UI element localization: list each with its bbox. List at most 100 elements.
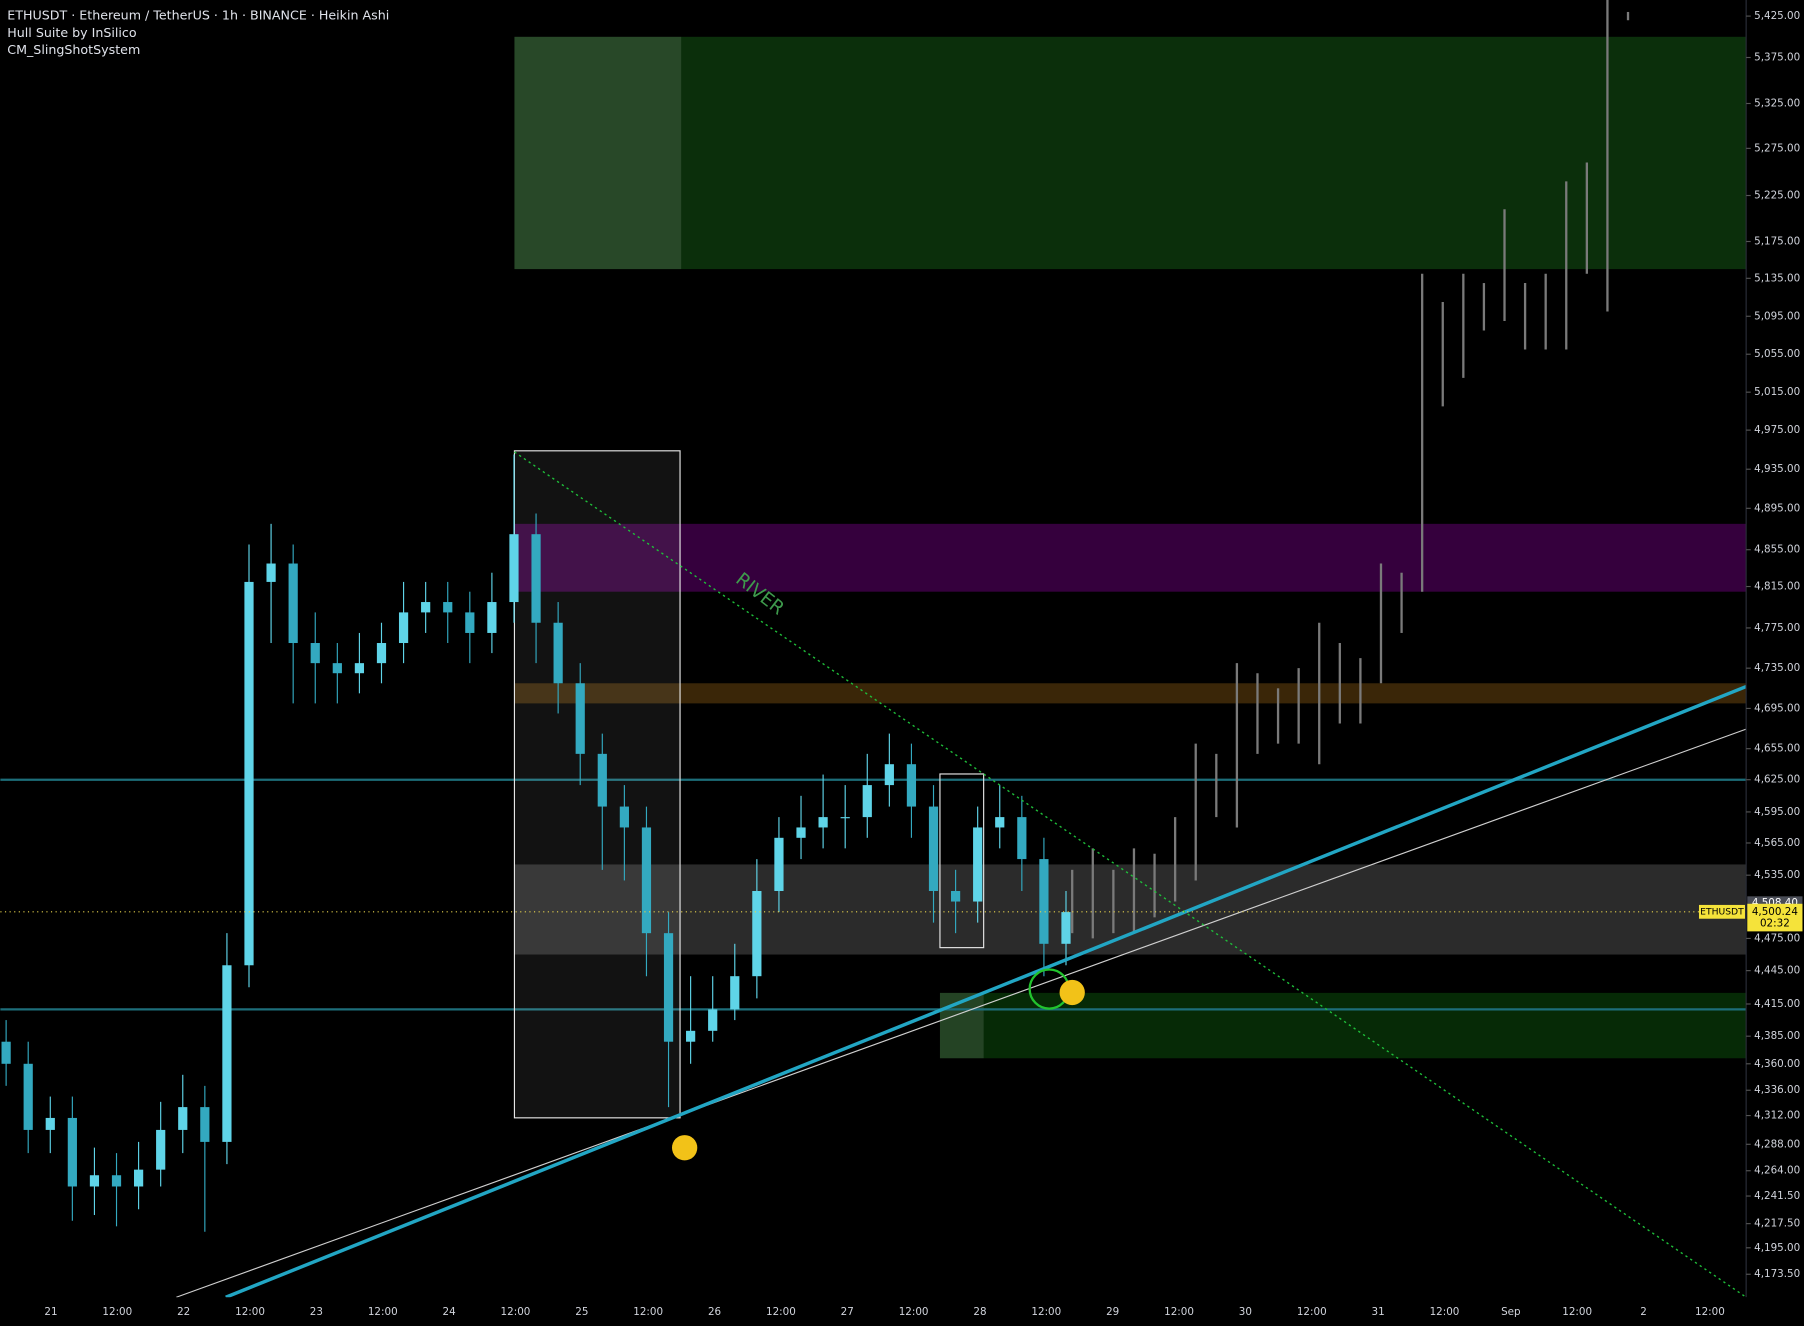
candle-body xyxy=(111,1175,122,1187)
candle-body xyxy=(995,817,1005,828)
x-tick-label: 12:00 xyxy=(1164,1306,1194,1318)
x-tick-label: 25 xyxy=(575,1306,588,1318)
x-tick-label: 12:00 xyxy=(102,1306,132,1318)
y-tick-label: 4,975.00 xyxy=(1754,424,1800,436)
candle-body xyxy=(641,827,652,934)
candle-body xyxy=(487,602,497,633)
river-line xyxy=(514,451,1747,1298)
y-tick-label: 4,735.00 xyxy=(1754,662,1800,674)
y-tick-label: 4,264.00 xyxy=(1754,1165,1800,1177)
candle-body xyxy=(531,534,541,623)
zone xyxy=(514,523,1747,592)
time-axis xyxy=(0,1297,1804,1326)
emoji-icon xyxy=(671,1135,698,1161)
axes: 5,425.00 5,375.00 5,325.00 5,275.00 5,225.00… xyxy=(44,10,1803,1318)
last-price: 4,500.24 xyxy=(1752,906,1798,918)
last-price-box xyxy=(1747,903,1803,932)
candle-body xyxy=(266,563,276,582)
x-tick-label: 2 xyxy=(1640,1306,1647,1318)
y-tick-label: 4,173.50 xyxy=(1754,1268,1800,1280)
candle-body xyxy=(376,643,387,664)
candle-body xyxy=(178,1107,188,1130)
y-tick-label: 4,855.00 xyxy=(1754,544,1800,556)
candle-body xyxy=(465,612,475,633)
zone xyxy=(939,992,1747,1059)
x-tick-label: 12:00 xyxy=(766,1306,796,1318)
x-tick-label: 12:00 xyxy=(1297,1306,1327,1318)
symbol-box xyxy=(1698,904,1745,919)
y-tick-label: 5,225.00 xyxy=(1754,190,1800,202)
x-tick-label: 12:00 xyxy=(1562,1306,1592,1318)
y-tick-label: 4,475.00 xyxy=(1754,932,1800,944)
y-tick-label: 5,095.00 xyxy=(1754,310,1800,322)
x-tick-label: 28 xyxy=(973,1306,986,1318)
candle-body xyxy=(796,827,806,838)
candle-body xyxy=(156,1129,166,1170)
x-tick-label: 12:00 xyxy=(501,1306,531,1318)
y-tick-label: 4,241.50 xyxy=(1754,1190,1800,1202)
x-tick-label: 24 xyxy=(443,1306,456,1318)
candle-body xyxy=(222,965,232,1142)
trend-line xyxy=(225,684,1747,1299)
trend-line xyxy=(176,728,1747,1298)
y-tick-label: 5,425.00 xyxy=(1754,10,1800,22)
x-tick-label: 30 xyxy=(1239,1306,1252,1318)
candle-body xyxy=(730,976,740,1010)
countdown: 02:32 xyxy=(1760,917,1790,929)
candle-body xyxy=(1039,859,1049,944)
y-tick-label: 4,935.00 xyxy=(1754,463,1800,475)
candle-body xyxy=(1017,817,1027,860)
x-tick-label: 12:00 xyxy=(899,1306,929,1318)
candle-body xyxy=(509,534,519,603)
candle-body xyxy=(597,753,607,807)
y-tick-label: 4,445.00 xyxy=(1754,965,1800,977)
candle-body xyxy=(818,817,828,828)
candles xyxy=(1,0,1630,1232)
candle-body xyxy=(862,785,872,818)
x-tick-label: Sep xyxy=(1501,1306,1521,1318)
y-tick-label: 4,595.00 xyxy=(1754,806,1800,818)
candle-body xyxy=(134,1169,144,1187)
y-tick-label: 4,895.00 xyxy=(1754,502,1800,514)
range-box xyxy=(939,773,985,949)
indicator-name: CM_SlingShotSystem xyxy=(7,42,140,57)
candle-body xyxy=(884,764,894,786)
chart-title: ETHUSDT · Ethereum / TetherUS · 1h · BIN… xyxy=(7,8,389,23)
candle-body xyxy=(774,837,784,891)
candle-body xyxy=(244,581,254,966)
zone xyxy=(514,683,1747,704)
price-axis xyxy=(1746,0,1804,1326)
y-tick-label: 4,775.00 xyxy=(1754,622,1800,634)
candle-body xyxy=(288,563,298,644)
candle-body xyxy=(752,890,762,977)
candle-body xyxy=(928,806,939,891)
candle-body xyxy=(906,764,917,807)
y-tick-label: 4,288.00 xyxy=(1754,1138,1800,1150)
candle-body xyxy=(310,643,320,664)
candle-body xyxy=(421,602,431,613)
x-tick-label: 21 xyxy=(44,1306,57,1318)
y-tick-label: 4,815.00 xyxy=(1754,581,1800,593)
zone xyxy=(514,864,1747,955)
y-tick-label: 5,175.00 xyxy=(1754,236,1800,248)
y-tick-label: 4,625.00 xyxy=(1754,774,1800,786)
candle-body xyxy=(950,890,961,902)
candle-body xyxy=(1,1041,11,1064)
x-tick-label: 31 xyxy=(1372,1306,1385,1318)
candle-body xyxy=(332,663,342,674)
candle-body xyxy=(23,1063,33,1130)
candle-body xyxy=(686,1030,696,1042)
y-tick-label: 5,375.00 xyxy=(1754,52,1800,64)
x-tick-label: 27 xyxy=(841,1306,854,1318)
zone xyxy=(514,36,1747,270)
x-tick-label: 23 xyxy=(310,1306,323,1318)
candle-body xyxy=(553,622,563,684)
candle-body xyxy=(398,612,409,644)
y-tick-label: 4,385.00 xyxy=(1754,1030,1800,1042)
y-tick-label: 4,336.00 xyxy=(1754,1084,1800,1096)
x-tick-label: 22 xyxy=(177,1306,190,1318)
y-tick-label: 4,415.00 xyxy=(1754,998,1800,1010)
y-tick-label: 4,655.00 xyxy=(1754,743,1800,755)
y-tick-label: 4,217.50 xyxy=(1754,1218,1800,1230)
candle-body xyxy=(67,1117,77,1187)
